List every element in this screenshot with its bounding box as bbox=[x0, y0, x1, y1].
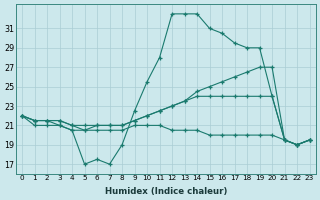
X-axis label: Humidex (Indice chaleur): Humidex (Indice chaleur) bbox=[105, 187, 227, 196]
